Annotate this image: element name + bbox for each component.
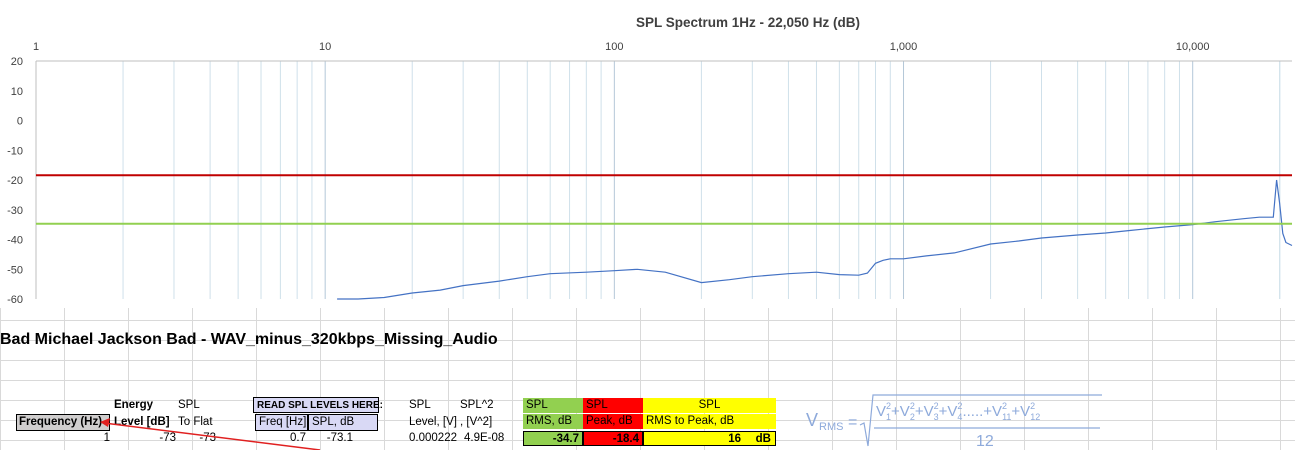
read-spl-levels-header: READ SPL LEVELS HERE: — [253, 397, 383, 413]
y-tick-label: -10 — [7, 145, 23, 157]
radical-sign — [859, 394, 1102, 447]
y-tick-label: 0 — [17, 116, 23, 128]
formula-lhs: V — [806, 410, 818, 430]
y-tick-label: -50 — [7, 264, 23, 276]
rms-header-bottom: RMS, dB — [523, 414, 583, 429]
level-v-value[interactable]: 0.000222 — [409, 432, 457, 444]
level-value[interactable]: -73 — [159, 432, 176, 444]
peak-value[interactable]: -18.4 — [583, 431, 643, 446]
spl-level-header: SPL — [409, 399, 431, 411]
x-tick-label: 1,000 — [890, 41, 918, 53]
spl-squared-header: SPL^2 — [460, 399, 494, 411]
rms-header-top: SPL — [523, 398, 583, 413]
formula-lhs-sub: RMS — [819, 421, 843, 433]
level-db-header: Level [dB] — [114, 416, 170, 428]
rms-to-peak-header-top: SPL — [643, 398, 776, 413]
frequency-header: Frequency (Hz) — [16, 414, 110, 431]
peak-header-bottom: Peak, dB — [583, 414, 643, 429]
formula-equals: = — [848, 414, 857, 431]
rms-formula: V RMS = V2 1+V2 2+V2 3+V2 4.....+V2 11+V2 12 1… — [800, 392, 1105, 450]
chart-title: SPL Spectrum 1Hz - 22,050 Hz (dB) — [636, 15, 860, 30]
arrow-head — [100, 418, 110, 427]
x-tick-label: 10,000 — [1176, 41, 1210, 53]
series-line — [337, 179, 1293, 300]
y-tick-label: 20 — [11, 56, 23, 68]
y-tick-label: -60 — [7, 294, 23, 306]
y-tick-label: -20 — [7, 175, 23, 187]
x-tick-label: 1 — [33, 41, 39, 53]
x-tick-label: 10 — [319, 41, 331, 53]
rms-formula-svg: V RMS = V2 1+V2 2+V2 3+V2 4.....+V2 11+V2 12 1… — [806, 394, 1102, 450]
spl-db-header: SPL, dB — [308, 414, 378, 431]
formula-numerator: V2 1+V2 2+V2 3+V2 4.....+V2 11+V2 12 — [876, 401, 1040, 422]
x-tick-label: 100 — [605, 41, 623, 53]
rms-to-peak-header-bottom: RMS to Peak, dB — [643, 414, 776, 429]
freq-value[interactable]: 0.7 — [290, 432, 306, 444]
rms-to-peak-cell[interactable]: 16 dB — [643, 431, 776, 446]
peak-header-top: SPL — [583, 398, 643, 413]
formula-denominator: 12 — [976, 433, 994, 450]
v-squared-value[interactable]: 4.9E-08 — [464, 432, 505, 444]
freq-hz-header: Freq [Hz] — [255, 414, 308, 431]
sheet-title: Bad Michael Jackson Bad - WAV_minus_320k… — [0, 331, 498, 348]
level-v-header: Level, [V] — [409, 416, 457, 428]
y-tick-label: -30 — [7, 205, 23, 217]
spl-header: SPL — [178, 399, 200, 411]
rms-to-peak-value: 16 — [728, 433, 741, 445]
energy-header: Energy — [114, 399, 153, 411]
plot-area — [36, 61, 1292, 299]
y-tick-label: 10 — [11, 86, 23, 98]
v-squared-header: , [V^2] — [460, 416, 493, 428]
frequency-value[interactable]: 1 — [103, 432, 110, 444]
rms-value[interactable]: -34.7 — [523, 431, 583, 446]
y-tick-label: -40 — [7, 235, 23, 247]
spl-spectrum-chart[interactable]: 20 10 0 -10 -20 -30 -40 -50 -60 1 10 100 1,000 10,000… — [0, 0, 1295, 308]
to-flat-header: To Flat — [178, 416, 213, 428]
spl-value[interactable]: -73.1 — [326, 432, 353, 444]
arrow-line — [103, 422, 321, 450]
rms-to-peak-unit: dB — [755, 433, 771, 445]
